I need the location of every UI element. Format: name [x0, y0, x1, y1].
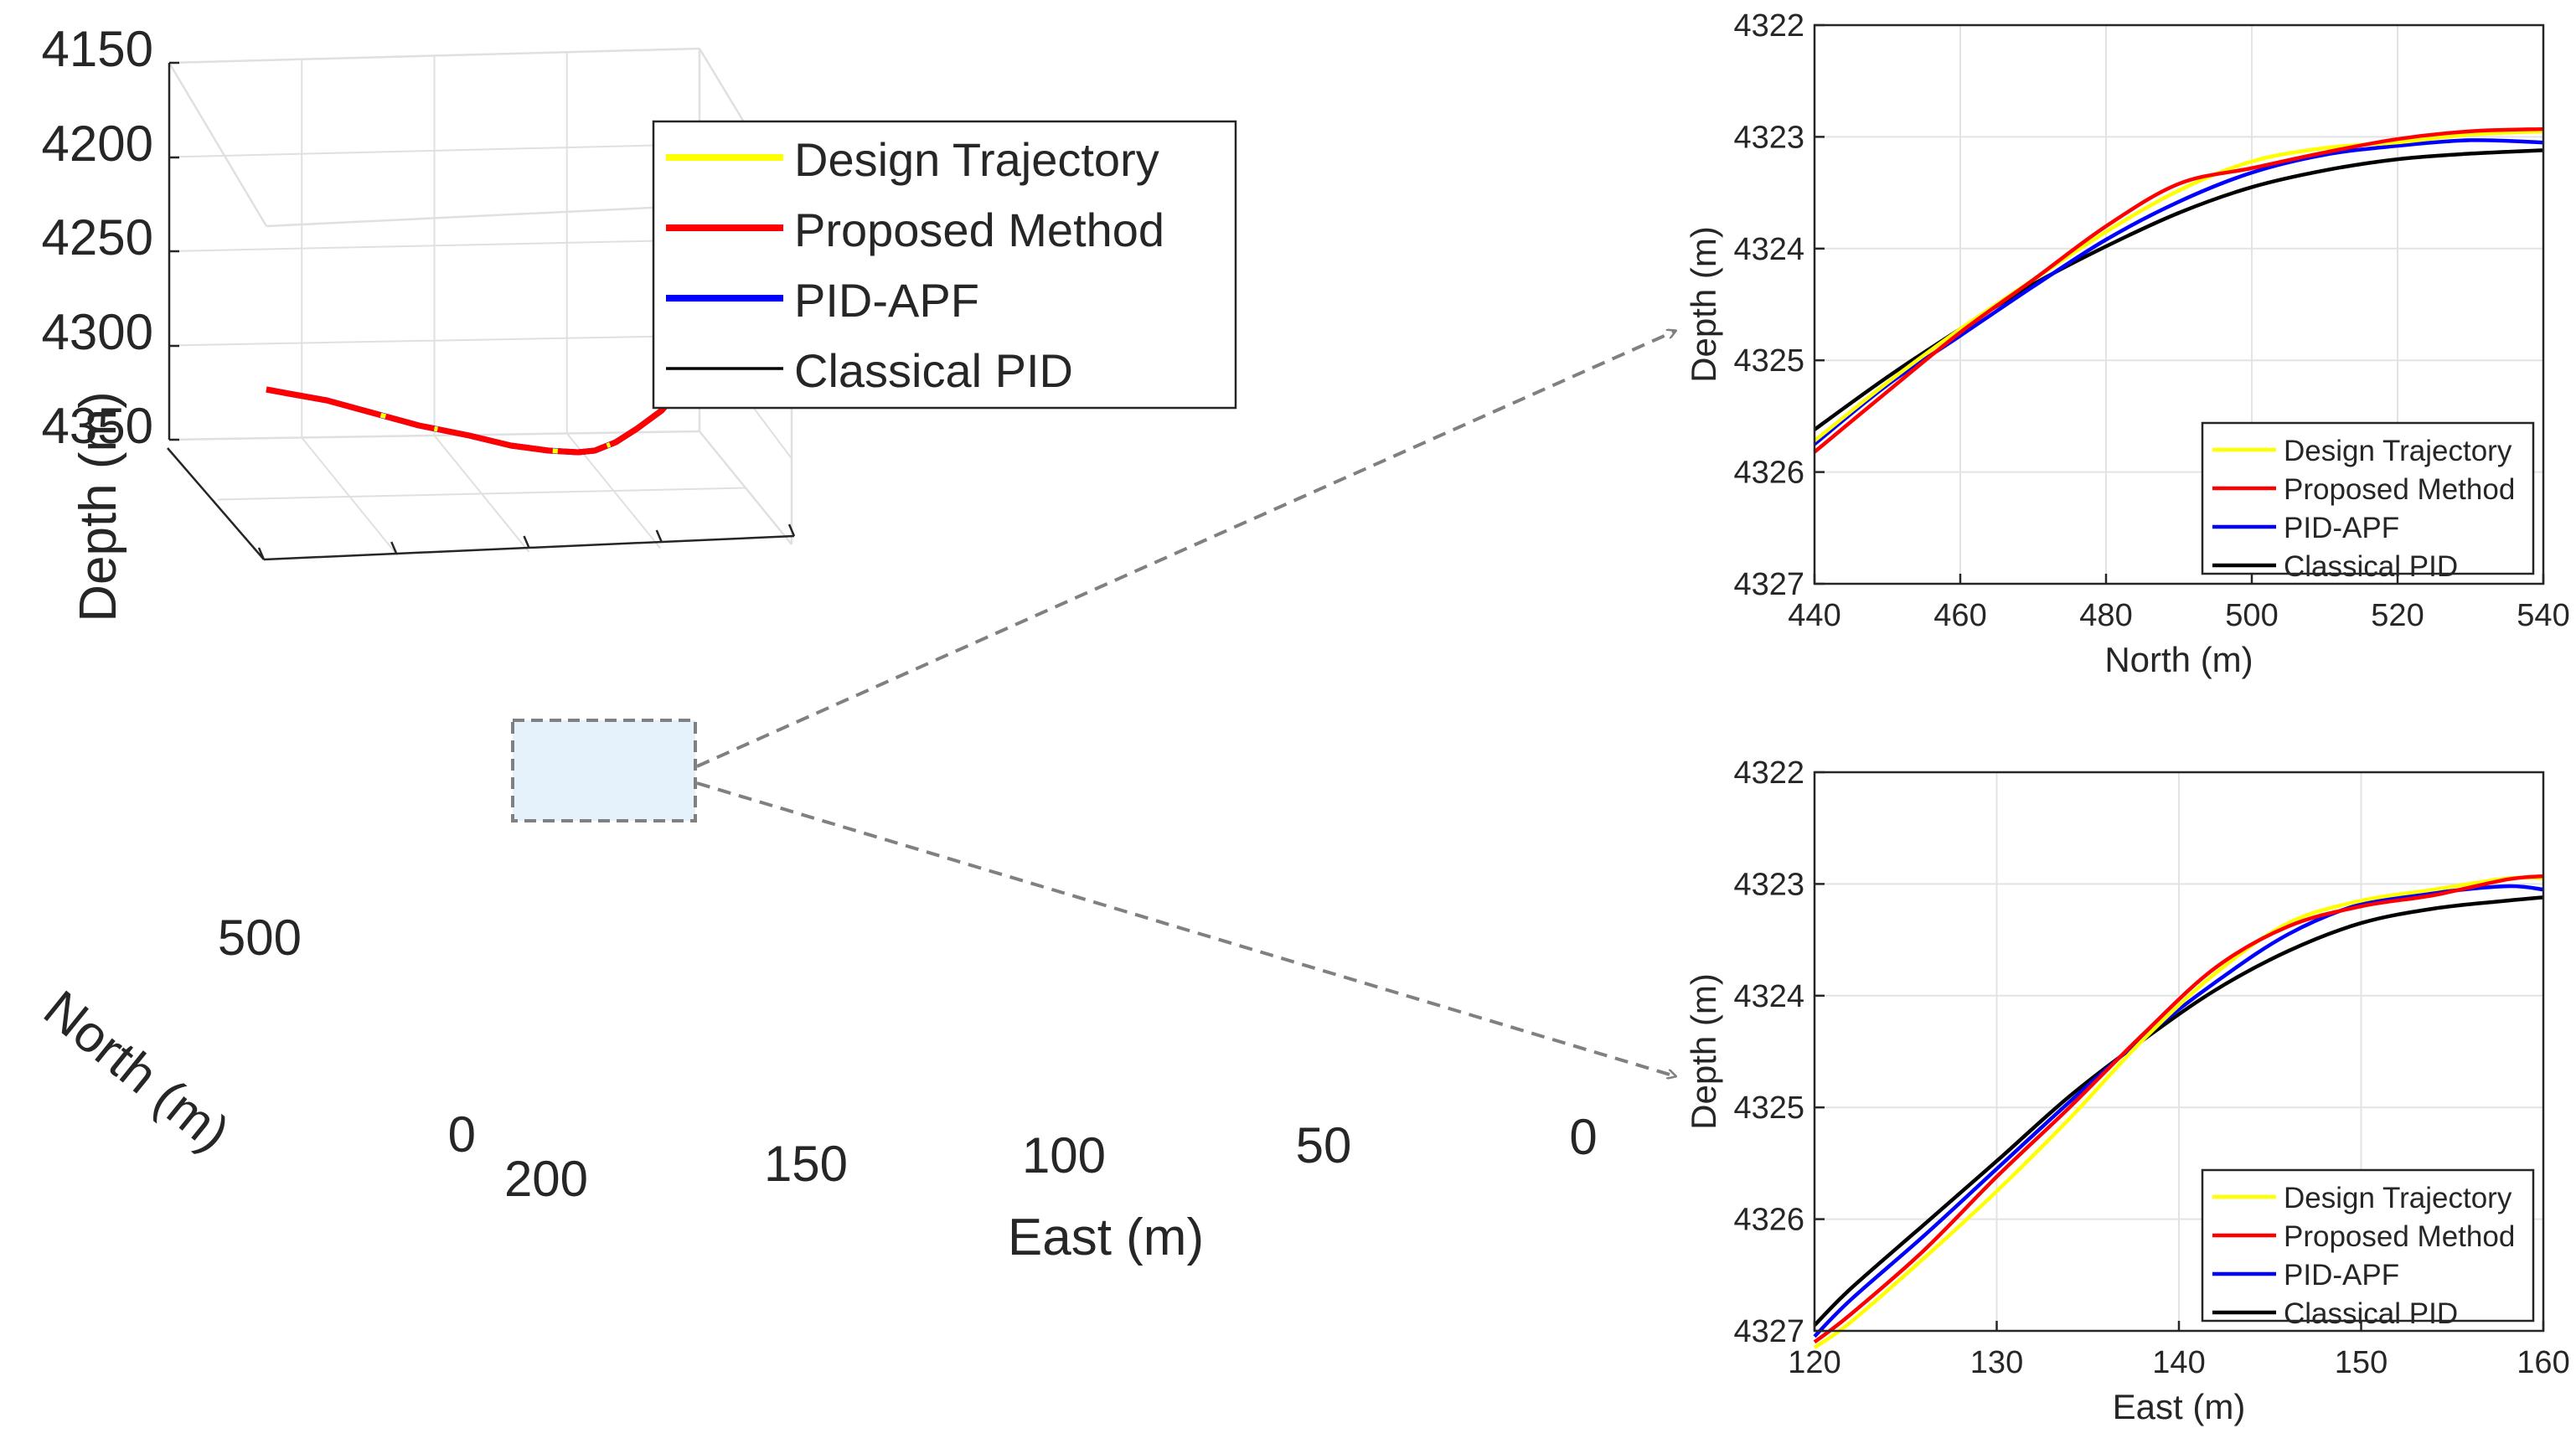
series-lines — [1813, 874, 2544, 1349]
box-edge — [168, 430, 700, 441]
y-tick-label: 4323 — [1733, 867, 1804, 902]
series-line-proposed-method — [1813, 874, 2544, 1344]
x-tick-label: 150 — [2335, 1345, 2388, 1380]
axes-frame — [1813, 23, 2545, 585]
legend-label: Proposed Method — [2284, 1220, 2515, 1253]
east-tick-label: 100 — [1022, 1127, 1106, 1183]
legend-label: Proposed Method — [2284, 473, 2515, 506]
series-line-proposed-method — [1813, 126, 2544, 454]
x-tick-label: 130 — [1970, 1345, 2023, 1380]
subplot-legend: Design Trajectory Proposed Method PID-APF C… — [2201, 421, 2535, 583]
x-tick-label: 120 — [1788, 1345, 1840, 1380]
zoom-arrow-east — [696, 781, 1675, 1076]
legend-label: Design Trajectory — [2284, 1182, 2512, 1214]
legend-label: PID-APF — [2284, 1259, 2399, 1292]
north-zoom-plot: 440 460 480 500 520 540 4322 4323 4324 4325 4326 43… — [1684, 8, 2570, 679]
north-axis-line — [167, 447, 265, 560]
series-line-classical-pid — [1813, 895, 2544, 1327]
subplot-legend: Design Trajectory Proposed Method PID-APF C… — [2201, 1168, 2535, 1330]
legend-label: Proposed Method — [794, 204, 1164, 256]
north-tick-label: 0 — [448, 1106, 476, 1163]
y-tick-label: 4324 — [1733, 232, 1804, 267]
east-axis-label: East (m) — [1008, 1209, 1204, 1266]
x-axis-label: North (m) — [2104, 640, 2253, 679]
north-tick-label: 500 — [218, 910, 302, 966]
y-tick-label: 4325 — [1733, 343, 1804, 379]
series-line-design-trajectory — [1813, 875, 2544, 1349]
east-tick-label: 0 — [1569, 1109, 1597, 1165]
zoom-arrow-north — [696, 331, 1675, 768]
legend-label: Design Trajectory — [2284, 435, 2512, 467]
main-legend: Design Trajectory Proposed Method PID-APF C… — [652, 120, 1237, 410]
legend-label: Classical PID — [794, 344, 1073, 397]
floor-gridline — [217, 487, 746, 501]
depth-tick-label: 4150 — [42, 21, 153, 77]
y-tick-label: 4324 — [1733, 979, 1804, 1014]
box-edge — [168, 62, 268, 227]
x-tick-label: 540 — [2517, 598, 2569, 633]
x-tick-label: 460 — [1933, 598, 1986, 633]
x-tick-label: 160 — [2517, 1345, 2569, 1380]
east-tick-mark — [523, 535, 530, 549]
y-tick-label: 4326 — [1733, 456, 1804, 491]
box-edge — [168, 47, 700, 64]
x-tick-label: 500 — [2225, 598, 2278, 633]
east-tick-mark — [655, 529, 663, 543]
depth-tick-label: 4300 — [42, 304, 153, 360]
series-lines — [1813, 126, 2544, 454]
y-tick-label: 4325 — [1733, 1090, 1804, 1126]
depth-tick-label: 4250 — [42, 209, 153, 266]
x-tick-label: 440 — [1788, 598, 1840, 633]
east-tick-mark — [390, 541, 398, 554]
east-tick-label: 200 — [504, 1151, 588, 1207]
x-axis-label: East (m) — [2113, 1387, 2246, 1426]
east-tick-label: 50 — [1296, 1117, 1352, 1173]
depth-tick-label: 4350 — [42, 398, 153, 454]
box-edge — [699, 431, 792, 545]
x-tick-label: 520 — [2371, 598, 2424, 633]
north-axis-label: North (m) — [33, 980, 240, 1163]
depth-axis-label: Depth (m) — [70, 391, 127, 622]
legend-label: Classical PID — [2284, 550, 2458, 583]
east-zoom-plot: 120 130 140 150 160 4322 4323 4324 4325 4326 4327 E… — [1684, 755, 2570, 1426]
y-tick-label: 4322 — [1733, 755, 1804, 791]
east-tick-label: 150 — [764, 1136, 848, 1192]
y-tick-label: 4327 — [1733, 1314, 1804, 1349]
y-tick-label: 4326 — [1733, 1203, 1804, 1238]
depth-tick-label: 4200 — [42, 116, 153, 172]
y-axis-label: Depth (m) — [1684, 226, 1723, 383]
y-axis-label: Depth (m) — [1684, 973, 1723, 1130]
series-line-design-trajectory — [1813, 129, 2544, 443]
legend-label: Classical PID — [2284, 1297, 2458, 1330]
y-tick-label: 4322 — [1733, 8, 1804, 44]
y-tick-label: 4327 — [1733, 567, 1804, 602]
legend-label: PID-APF — [2284, 512, 2399, 544]
zoom-box — [511, 719, 697, 822]
x-tick-label: 140 — [2152, 1345, 2205, 1380]
legend-label: PID-APF — [794, 274, 979, 327]
y-tick-label: 4323 — [1733, 120, 1804, 155]
main-legend-box — [652, 120, 1237, 410]
legend-label: Design Trajectory — [794, 133, 1159, 186]
x-tick-label: 480 — [2079, 598, 2132, 633]
east-tick-mark — [257, 547, 266, 560]
east-tick-mark — [787, 523, 796, 537]
